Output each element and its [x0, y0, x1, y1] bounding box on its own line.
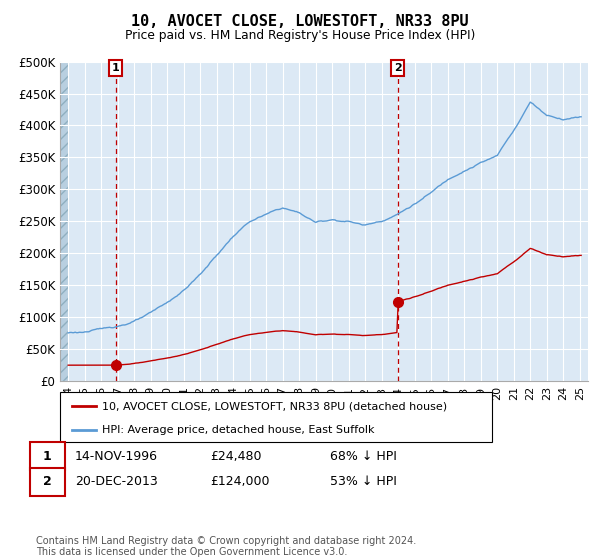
Text: 2: 2 [394, 63, 401, 73]
Text: 1: 1 [43, 450, 52, 463]
Text: 1: 1 [112, 63, 119, 73]
Text: 10, AVOCET CLOSE, LOWESTOFT, NR33 8PU (detached house): 10, AVOCET CLOSE, LOWESTOFT, NR33 8PU (d… [102, 401, 447, 411]
Text: £24,480: £24,480 [210, 450, 262, 463]
Text: £124,000: £124,000 [210, 475, 269, 488]
Text: 68% ↓ HPI: 68% ↓ HPI [330, 450, 397, 463]
Text: Contains HM Land Registry data © Crown copyright and database right 2024.
This d: Contains HM Land Registry data © Crown c… [36, 535, 416, 557]
Text: 53% ↓ HPI: 53% ↓ HPI [330, 475, 397, 488]
Text: HPI: Average price, detached house, East Suffolk: HPI: Average price, detached house, East… [102, 425, 374, 435]
Text: 2: 2 [43, 475, 52, 488]
Text: 14-NOV-1996: 14-NOV-1996 [75, 450, 158, 463]
Text: Price paid vs. HM Land Registry's House Price Index (HPI): Price paid vs. HM Land Registry's House … [125, 29, 475, 42]
Text: 10, AVOCET CLOSE, LOWESTOFT, NR33 8PU: 10, AVOCET CLOSE, LOWESTOFT, NR33 8PU [131, 14, 469, 29]
Text: 20-DEC-2013: 20-DEC-2013 [75, 475, 158, 488]
Bar [60, 62, 68, 381]
